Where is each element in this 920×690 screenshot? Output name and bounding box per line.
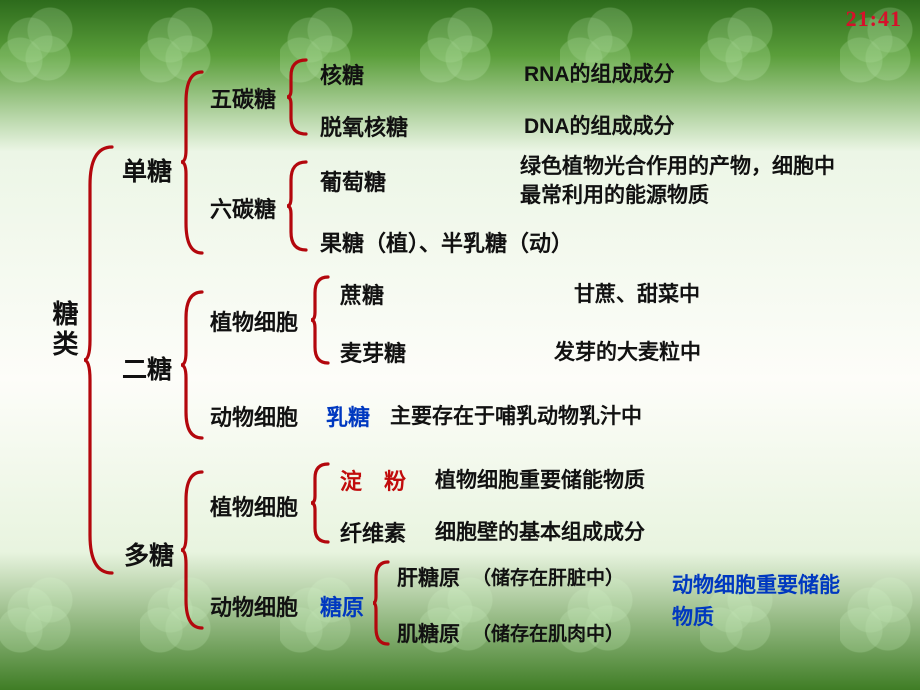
poly-xianwei: 纤维素 [340,516,406,548]
poly-dianfen-desc: 植物细胞重要储能物质 [435,464,645,494]
pentose-hetang-desc: RNA的组成成分 [524,58,675,88]
poly-gan: 肝糖原 [397,562,460,592]
pentose-tuoyang: 脱氧核糖 [320,110,408,142]
clock-time: 21:41 [846,6,902,32]
poly-ji: 肌糖原 [397,618,460,648]
cat-poly: 多糖 [124,536,174,572]
poly-animal: 动物细胞 [210,590,298,622]
cat-di: 二糖 [122,350,172,386]
poly-ji-desc: （储存在肌肉中） [472,619,624,646]
brace-hexose [286,160,310,252]
brace-root [82,145,116,575]
brace-poly [180,470,206,630]
mono-hexose: 六碳糖 [210,192,276,224]
di-animal: 动物细胞 [210,400,298,432]
poly-xianwei-desc: 细胞壁的基本组成成分 [435,516,645,546]
hexose-putao-desc: 绿色植物光合作用的产物，细胞中最常利用的能源物质 [520,152,850,211]
brace-di [180,290,206,440]
cat-mono: 单糖 [122,152,172,188]
di-zhetang-desc: 甘蔗、甜菜中 [574,278,700,308]
di-maiya: 麦芽糖 [340,336,406,368]
root-sugar: 糖类 [46,300,83,360]
di-rutang: 乳糖 [326,400,370,432]
poly-tangyuan: 糖原 [320,590,364,622]
poly-plant: 植物细胞 [210,490,298,522]
mono-pentose: 五碳糖 [210,82,276,114]
brace-pentose [286,58,310,136]
di-zhetang: 蔗糖 [340,278,384,310]
di-plant: 植物细胞 [210,305,298,337]
hexose-putao: 葡萄糖 [320,165,386,197]
hexose-guotang: 果糖（植）、半乳糖（动） [320,226,573,258]
brace-tangyuan [372,560,392,646]
pentose-tuoyang-desc: DNA的组成成分 [524,110,675,140]
poly-gan-desc: （储存在肝脏中） [472,563,624,590]
di-maiya-desc: 发芽的大麦粒中 [554,336,701,366]
pentose-hetang: 核糖 [320,58,364,90]
brace-poly-plant [310,462,332,544]
poly-animal-note: 动物细胞重要储能物质 [672,570,842,633]
di-rutang-desc: 主要存在于哺乳动物乳汁中 [390,400,642,430]
brace-mono [180,70,206,255]
poly-dianfen: 淀 粉 [340,464,406,496]
brace-di-plant [310,275,332,365]
